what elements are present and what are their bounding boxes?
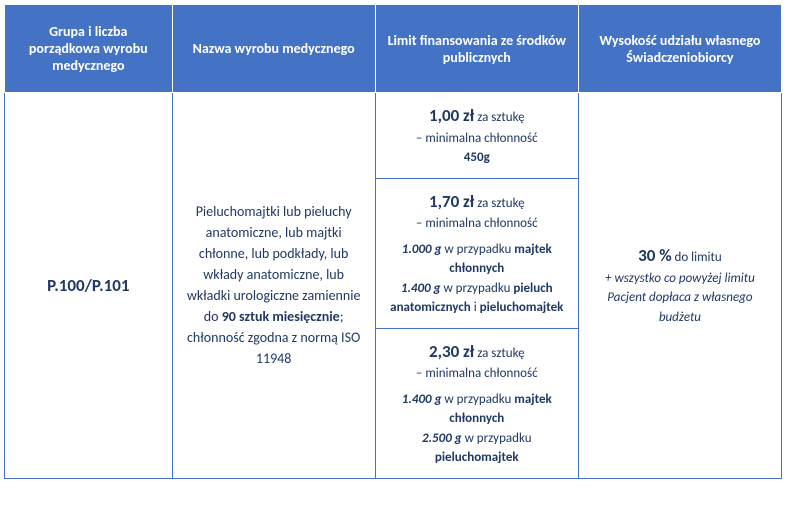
l2-d0-val: 1.400 g	[402, 392, 442, 407]
product-name-cell: Pieluchomajtki lub pieluchy anatomiczne,…	[172, 93, 375, 479]
limits-inner-table: 1,00 zł za sztukę – minimalna chłonność …	[376, 93, 578, 478]
share-content: 30 % do limitu + wszystko co powyżej lim…	[587, 243, 773, 327]
share-extra: + wszystko co powyżej limitu Pacjent dop…	[587, 269, 773, 328]
limit-cell-0: 1,00 zł za sztukę – minimalna chłonność …	[376, 93, 578, 178]
medical-products-table: Grupa i liczba porządkowa wyrobu medyczn…	[4, 4, 782, 479]
limit-row-2: 2,30 zł za sztukę – minimalna chłonność …	[376, 328, 578, 478]
header-col4: Wysokość udziału własnego Świadczeniobio…	[578, 5, 781, 93]
product-description: Pieluchomajtki lub pieluchy anatomiczne,…	[181, 201, 367, 369]
product-code: P.100/P.101	[47, 275, 129, 296]
l1-d1-bold2: pieluchomajtek	[480, 300, 564, 315]
limit-min-0: – minimalna chłonność	[384, 129, 570, 149]
limits-cell: 1,00 zł za sztukę – minimalna chłonność …	[375, 93, 578, 479]
share-pct-txt: do limitu	[672, 250, 722, 265]
limit-cell-2: 2,30 zł za sztukę – minimalna chłonność …	[376, 328, 578, 478]
limit-row-1: 1,70 zł za sztukę – minimalna chłonność …	[376, 178, 578, 328]
l2-d1-val: 2.500 g	[422, 431, 462, 446]
limit-row-0: 1,00 zł za sztukę – minimalna chłonność …	[376, 93, 578, 178]
l2-d1-bold: pieluchomajtek	[435, 450, 519, 465]
product-bold: 90 sztuk miesięcznie	[222, 308, 340, 325]
limit-price-0: 1,00 zł	[429, 105, 474, 126]
l2-d0-txt: w przypadku	[441, 392, 514, 407]
limit-0-detail-0-val: 450g	[464, 150, 490, 165]
share-cell: 30 % do limitu + wszystko co powyżej lim…	[578, 93, 781, 479]
l1-d0-val: 1.000 g	[402, 242, 442, 257]
header-row: Grupa i liczba porządkowa wyrobu medyczn…	[5, 5, 782, 93]
header-col3: Limit finansowania ze środków publicznyc…	[375, 5, 578, 93]
l1-d0-txt: w przypadku	[441, 242, 514, 257]
header-col1: Grupa i liczba porządkowa wyrobu medyczn…	[5, 5, 173, 93]
l1-d1-txt: w przypadku	[441, 281, 514, 296]
limit-cell-1: 1,70 zł za sztukę – minimalna chłonność …	[376, 178, 578, 328]
l2-d1-txt: w przypadku	[462, 431, 532, 446]
share-pct: 30 %	[638, 245, 671, 266]
limit-unit-0: za sztukę	[474, 110, 524, 125]
l1-d1-val: 1.400 g	[401, 281, 441, 296]
limit-min-2: – minimalna chłonność	[384, 364, 570, 384]
body-row: P.100/P.101 Pieluchomajtki lub pieluchy …	[5, 93, 782, 479]
l1-d1-and: i	[471, 300, 480, 315]
code-cell: P.100/P.101	[5, 93, 173, 479]
limit-price-1: 1,70 zł	[429, 191, 474, 212]
limit-price-2: 2,30 zł	[429, 341, 474, 362]
header-col2: Nazwa wyrobu medycznego	[172, 5, 375, 93]
limit-unit-1: za sztukę	[474, 196, 524, 211]
limit-min-1: – minimalna chłonność	[384, 214, 570, 234]
limit-unit-2: za sztukę	[474, 346, 524, 361]
product-pre: Pieluchomajtki lub pieluchy anatomiczne,…	[187, 203, 361, 325]
